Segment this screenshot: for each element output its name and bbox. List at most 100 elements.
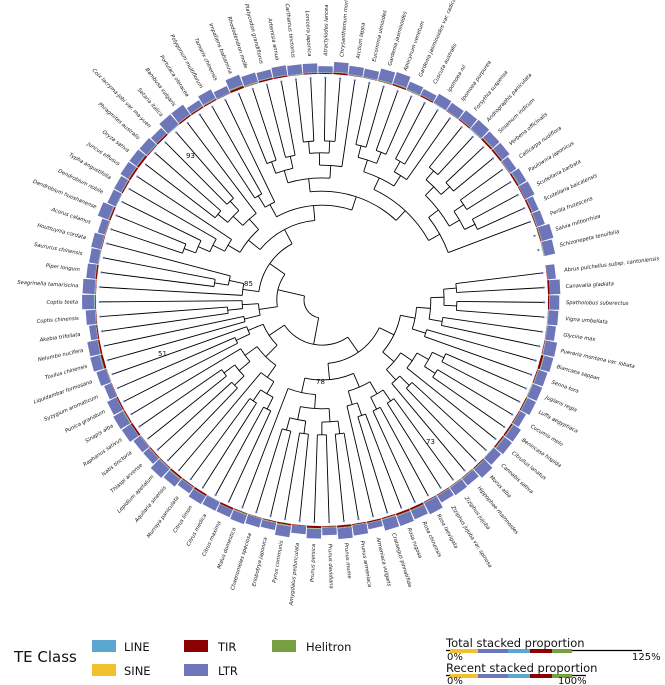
tree-branch-108 [215,406,264,496]
te-bar [91,232,106,250]
species-label: Sinapis alba [84,423,114,444]
tree-branch-163 [248,239,261,250]
species-label: Chaenomeles speciosa [230,532,253,591]
tip-dot [280,80,283,83]
tree-branch-243 [393,161,401,173]
tree-branch-197 [199,114,256,199]
tree-branch-167 [212,244,225,252]
tree-branch-118 [234,375,245,386]
te-bar [537,354,554,373]
tip-dot [111,373,114,376]
tree-branch-15 [455,272,543,285]
tree-arc-259 [445,182,454,192]
te-bar [90,354,107,372]
tip-dot [227,500,230,503]
tree-arc-219 [303,140,314,143]
tip-dot [101,330,104,333]
species-label: Citrus maxima [201,520,222,557]
te-bar [381,513,400,531]
tree-branch-200 [351,196,357,211]
legend-swatch-ltr [184,664,208,676]
tree-branch-112 [190,398,251,480]
te-bar [472,458,493,478]
tree-arc-217 [309,152,330,154]
tree-arc-255 [428,166,439,175]
species-label: Pueraria montana var. lobata [560,348,635,370]
tip-dot [410,95,413,98]
tree-arc-205 [275,167,294,174]
species-label: Citrus limon [172,505,194,535]
tip-dot [368,81,371,85]
tree-branch-218 [308,141,311,154]
tip-dot [99,315,102,318]
tree-arc-45 [391,375,401,384]
species-label: Artemisia annua [266,17,280,61]
tip-dot [542,286,545,289]
tree-branch-126 [131,348,241,415]
tree-branch-213 [280,81,296,156]
legend-label-ltr: LTR [218,664,238,678]
tree-branch-78 [337,420,341,434]
tip-dot [537,248,540,252]
te-bar [483,447,502,465]
species-label: Juglans regia [544,394,578,413]
tip-dot [436,109,439,112]
legend-label-tir: TIR [217,640,236,654]
tip-dot [533,234,536,237]
te-bar [271,65,288,80]
tip-dot [353,79,356,82]
tree-arc-0 [303,295,319,319]
tree-branches [100,78,544,522]
tip-dot [339,77,342,80]
tree-branch-227 [395,210,406,221]
legend-swatch-sine [92,664,116,676]
tree-branch-256 [428,127,462,168]
te-bar [436,487,454,503]
tip-dot [538,345,541,348]
species-label: Morus alba [488,475,512,500]
tree-branch-60 [386,402,441,488]
te-bar [291,524,307,535]
tree-branch-63 [379,407,429,496]
tree-branch-85 [313,434,318,522]
te-bar [107,396,125,415]
tree-branch-69 [365,413,402,508]
tree-branch-240 [385,96,412,155]
tree-branch-65 [347,390,353,405]
tree-arc-100 [256,346,277,366]
tree-branch-38 [441,361,520,403]
tip-dot [491,157,495,160]
legend-swatch-helitron [272,640,296,652]
te-bar [85,309,98,325]
tree-branch-67 [356,402,363,416]
te-bar [503,423,521,442]
species-label: Lonicera japonica [304,11,312,57]
te-bar [186,100,204,116]
tree-arc-87 [289,417,306,422]
tree-branch-250 [428,209,439,218]
tip-dot [283,517,287,521]
tree-branch-20 [456,309,544,318]
te-bar [97,218,111,235]
species-label: Ziziphus jujuba var. spinosa [449,504,493,569]
tip-dot [524,387,527,390]
tree-branch-153 [100,286,243,296]
tip-dot [494,437,497,440]
tree-branch-248 [428,233,440,241]
te-bar [177,478,195,494]
tree-branch-76 [328,408,331,422]
tree-branch-17 [443,304,457,307]
total-scale-title: Total stacked proportion [445,636,585,650]
tip-dot [211,105,214,109]
te-bar [519,397,536,415]
tree-branch-225 [334,78,341,142]
tree-branch-23 [442,317,542,333]
species-label: Rosa laevigata [435,513,459,550]
bootstrap-label: 93 [186,152,195,160]
tree-branch-199 [225,99,276,203]
tree-branch-188 [165,142,228,205]
tree-branch-59 [393,398,454,480]
tree-branch-97 [268,324,285,336]
tree-branch-241 [393,175,401,187]
tree-branch-120 [167,387,238,461]
